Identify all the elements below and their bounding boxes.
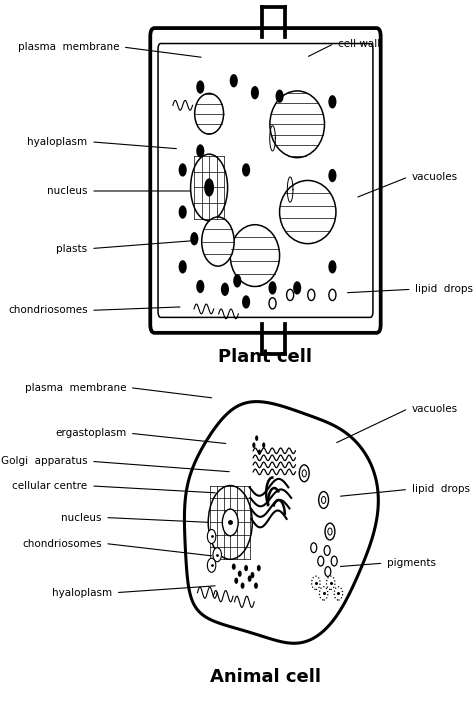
Ellipse shape	[262, 442, 265, 448]
Ellipse shape	[302, 470, 306, 477]
Ellipse shape	[280, 180, 336, 244]
Ellipse shape	[238, 570, 242, 577]
Ellipse shape	[321, 496, 326, 503]
Ellipse shape	[257, 565, 261, 571]
Ellipse shape	[299, 465, 309, 482]
Ellipse shape	[221, 283, 229, 296]
Ellipse shape	[329, 289, 336, 300]
Ellipse shape	[196, 145, 204, 158]
Text: cellular centre: cellular centre	[12, 481, 88, 491]
Ellipse shape	[327, 576, 335, 589]
Ellipse shape	[252, 442, 255, 448]
Ellipse shape	[207, 558, 216, 572]
Ellipse shape	[232, 563, 236, 570]
Ellipse shape	[179, 164, 187, 176]
Ellipse shape	[311, 543, 317, 553]
Ellipse shape	[331, 556, 337, 566]
Text: vacuoles: vacuoles	[412, 172, 458, 182]
Ellipse shape	[244, 565, 248, 571]
Text: hyaloplasm: hyaloplasm	[52, 588, 112, 598]
Ellipse shape	[308, 289, 315, 300]
Ellipse shape	[319, 587, 328, 600]
Ellipse shape	[270, 91, 325, 158]
Ellipse shape	[328, 169, 337, 182]
Ellipse shape	[287, 289, 294, 300]
Ellipse shape	[251, 86, 259, 99]
Ellipse shape	[230, 74, 238, 87]
Ellipse shape	[196, 280, 204, 293]
Text: lipid  drops: lipid drops	[415, 284, 473, 294]
Ellipse shape	[268, 281, 276, 295]
Text: lipid  drops: lipid drops	[412, 484, 470, 494]
Ellipse shape	[328, 95, 337, 109]
Ellipse shape	[234, 577, 238, 584]
Ellipse shape	[325, 567, 331, 577]
Text: plasma  membrane: plasma membrane	[25, 383, 126, 393]
Ellipse shape	[207, 529, 216, 544]
Ellipse shape	[255, 436, 258, 441]
Ellipse shape	[179, 205, 187, 219]
Ellipse shape	[195, 93, 224, 134]
Ellipse shape	[319, 491, 328, 508]
Ellipse shape	[204, 178, 214, 197]
Text: Plant cell: Plant cell	[219, 348, 312, 367]
Text: cell wall: cell wall	[337, 39, 380, 49]
Ellipse shape	[202, 217, 234, 266]
Ellipse shape	[258, 449, 261, 455]
Ellipse shape	[311, 576, 320, 589]
Text: vacuoles: vacuoles	[412, 404, 458, 414]
Ellipse shape	[190, 232, 198, 245]
Ellipse shape	[242, 164, 250, 176]
Text: plasma  membrane: plasma membrane	[18, 42, 119, 52]
Text: nucleus: nucleus	[61, 513, 101, 522]
Ellipse shape	[293, 281, 301, 295]
Text: nucleus: nucleus	[47, 186, 88, 196]
Ellipse shape	[248, 575, 252, 582]
Ellipse shape	[196, 80, 204, 94]
Ellipse shape	[208, 486, 252, 559]
Polygon shape	[184, 402, 378, 643]
Ellipse shape	[325, 523, 335, 540]
Text: ergastoplasm: ergastoplasm	[55, 428, 126, 439]
Ellipse shape	[318, 556, 324, 566]
Text: Golgi  apparatus: Golgi apparatus	[1, 456, 88, 466]
Ellipse shape	[275, 90, 283, 103]
Ellipse shape	[328, 260, 337, 274]
Ellipse shape	[250, 572, 255, 578]
Ellipse shape	[254, 582, 258, 589]
Ellipse shape	[191, 154, 228, 221]
Ellipse shape	[230, 225, 280, 286]
Text: plasts: plasts	[56, 243, 88, 254]
Ellipse shape	[241, 582, 245, 589]
Text: chondriosomes: chondriosomes	[22, 539, 101, 548]
Ellipse shape	[179, 260, 187, 274]
Ellipse shape	[269, 298, 276, 309]
Text: chondriosomes: chondriosomes	[8, 305, 88, 315]
Ellipse shape	[334, 587, 343, 600]
Ellipse shape	[324, 546, 330, 556]
Ellipse shape	[242, 295, 250, 309]
Text: pigments: pigments	[387, 558, 436, 568]
Text: hyaloplasm: hyaloplasm	[27, 137, 88, 147]
Ellipse shape	[213, 548, 221, 562]
Ellipse shape	[328, 528, 332, 535]
Ellipse shape	[222, 509, 238, 536]
Ellipse shape	[233, 274, 241, 288]
Text: Animal cell: Animal cell	[210, 668, 321, 686]
